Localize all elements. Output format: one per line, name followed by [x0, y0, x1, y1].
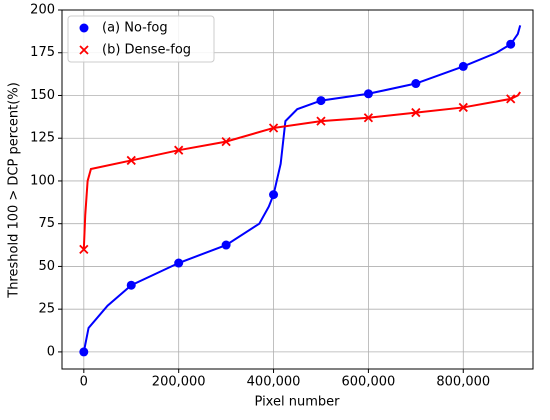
y-tick-label: 150	[30, 88, 55, 103]
marker	[363, 113, 374, 123]
marker	[174, 258, 184, 268]
marker	[126, 155, 136, 166]
x-axis-label: Pixel number	[255, 395, 341, 410]
marker	[316, 116, 326, 126]
marker	[268, 123, 279, 133]
x-tick-label: 400,000	[247, 375, 301, 390]
legend-marker	[79, 45, 89, 55]
y-axis-label: Threshold 100 > DCP percent(%)	[7, 82, 22, 299]
marker	[506, 94, 516, 104]
marker	[126, 280, 136, 290]
y-tick-label: 25	[38, 302, 55, 317]
marker	[79, 347, 89, 357]
plot-frame	[61, 9, 534, 370]
x-tick-label: 0	[80, 375, 88, 390]
x-tick-label: 800,000	[436, 375, 490, 390]
series-line	[82, 91, 522, 250]
y-tick-label: 0	[47, 344, 55, 359]
marker	[458, 102, 468, 113]
marker	[79, 244, 89, 254]
marker	[316, 96, 326, 106]
y-tick-label: 75	[38, 216, 55, 231]
marker	[221, 240, 231, 250]
marker	[411, 107, 421, 118]
series-line	[82, 25, 522, 353]
marker	[411, 79, 421, 89]
x-tick-label: 600,000	[342, 375, 396, 390]
legend-box	[67, 15, 215, 63]
legend-marker	[79, 23, 89, 33]
legend-label: (a) No-fog	[102, 21, 168, 36]
x-tick-label: 200,000	[152, 375, 206, 390]
y-tick-label: 200	[30, 3, 55, 18]
marker	[269, 190, 279, 200]
legend-label: (b) Dense-fog	[102, 43, 191, 58]
marker	[174, 145, 184, 155]
marker	[506, 39, 516, 49]
marker	[363, 89, 373, 99]
y-tick-label: 100	[30, 173, 55, 188]
y-tick-label: 50	[38, 259, 55, 274]
marker	[458, 61, 468, 71]
y-tick-label: 175	[30, 45, 55, 60]
marker	[221, 136, 231, 147]
y-tick-label: 125	[30, 131, 55, 146]
